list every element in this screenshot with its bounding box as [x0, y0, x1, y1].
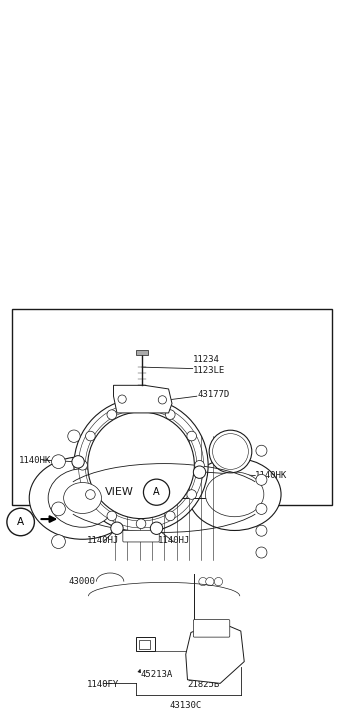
Circle shape — [199, 577, 207, 586]
Text: A: A — [17, 517, 24, 527]
Ellipse shape — [205, 472, 264, 517]
Text: 1140HK: 1140HK — [255, 471, 288, 480]
Circle shape — [213, 433, 248, 470]
Text: A: A — [153, 487, 160, 497]
Text: VIEW: VIEW — [105, 487, 134, 497]
FancyBboxPatch shape — [57, 357, 249, 432]
Circle shape — [107, 511, 117, 521]
Circle shape — [88, 412, 194, 518]
Circle shape — [165, 511, 175, 521]
Circle shape — [187, 490, 196, 499]
Ellipse shape — [188, 458, 281, 531]
Circle shape — [195, 460, 204, 470]
Circle shape — [256, 547, 267, 558]
Polygon shape — [186, 622, 244, 683]
Circle shape — [118, 395, 126, 403]
Ellipse shape — [48, 469, 117, 527]
Circle shape — [136, 519, 146, 529]
Circle shape — [52, 455, 65, 468]
Circle shape — [68, 430, 80, 443]
Circle shape — [111, 522, 123, 534]
Circle shape — [256, 525, 267, 537]
Bar — [12, 309, 332, 505]
Text: 45213A: 45213A — [140, 670, 173, 679]
Circle shape — [165, 410, 175, 419]
Circle shape — [206, 577, 214, 586]
Circle shape — [52, 502, 65, 515]
FancyBboxPatch shape — [123, 530, 159, 542]
Circle shape — [107, 410, 117, 419]
Circle shape — [256, 503, 267, 515]
Ellipse shape — [29, 457, 136, 539]
Text: 1140FY: 1140FY — [87, 680, 119, 689]
Circle shape — [256, 445, 267, 457]
Text: 43130C: 43130C — [170, 701, 202, 710]
Circle shape — [214, 577, 223, 586]
Text: 11234: 11234 — [193, 356, 220, 364]
Circle shape — [86, 431, 95, 441]
Text: 43000: 43000 — [69, 577, 96, 586]
Circle shape — [74, 398, 208, 532]
Circle shape — [72, 456, 84, 468]
Text: 1140HK: 1140HK — [19, 456, 51, 465]
Text: 43177D: 43177D — [198, 390, 230, 399]
Circle shape — [209, 430, 252, 473]
FancyBboxPatch shape — [193, 619, 230, 637]
Ellipse shape — [64, 483, 101, 513]
Circle shape — [150, 522, 163, 534]
Circle shape — [193, 466, 206, 478]
Circle shape — [136, 402, 146, 411]
Bar — [136, 350, 148, 355]
Circle shape — [187, 431, 196, 441]
Circle shape — [7, 508, 34, 536]
Circle shape — [78, 460, 87, 470]
Polygon shape — [114, 385, 172, 413]
Circle shape — [256, 474, 267, 486]
Text: 21825B: 21825B — [187, 680, 220, 689]
Circle shape — [52, 535, 65, 548]
Bar — [136, 637, 155, 651]
Text: 1140HJ: 1140HJ — [158, 536, 190, 545]
Text: 1123LE: 1123LE — [193, 366, 226, 375]
Bar — [139, 640, 150, 648]
Circle shape — [158, 395, 166, 404]
Circle shape — [86, 490, 95, 499]
Text: 1140HJ: 1140HJ — [87, 536, 119, 545]
Circle shape — [143, 479, 170, 505]
